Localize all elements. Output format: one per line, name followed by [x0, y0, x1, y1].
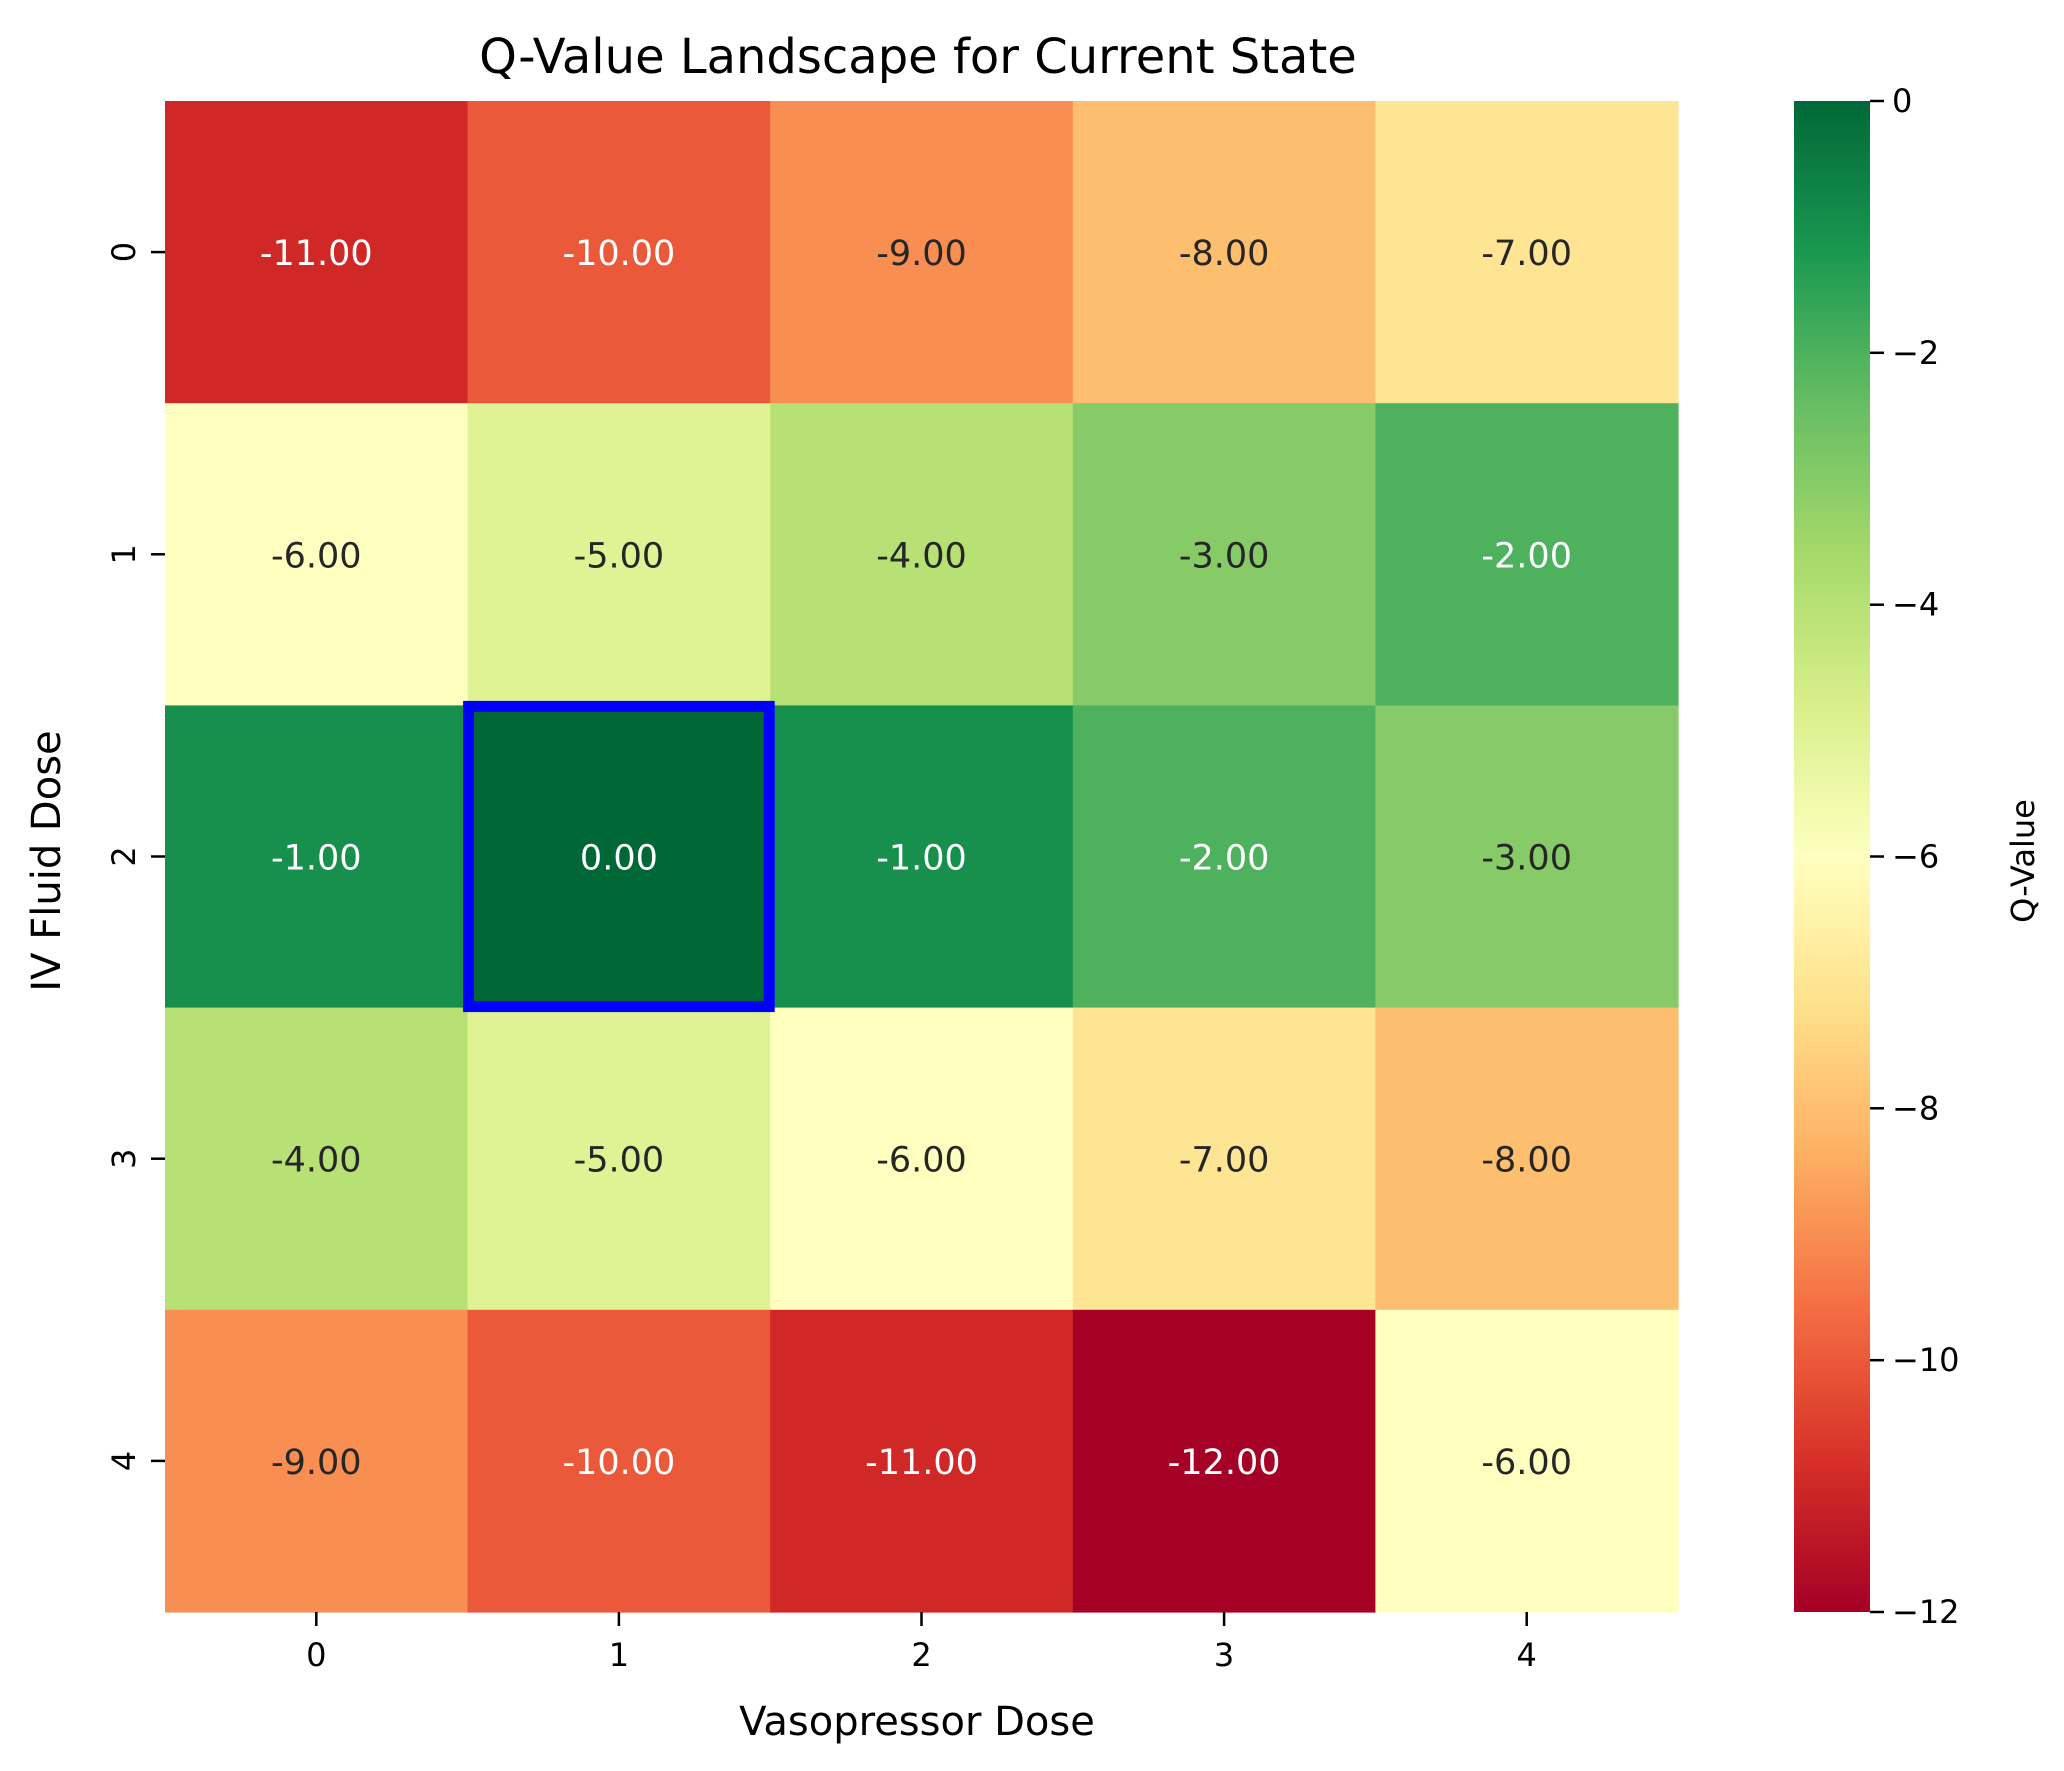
- heatmap-cell-r1-c4: [1375, 403, 1679, 706]
- y-tick-label-3: 3: [105, 1149, 143, 1169]
- x-tick-label-4: 4: [1517, 1636, 1537, 1674]
- colorbar: 0 −2 −4 −6 −8 −10 −12: [1794, 82, 1960, 1631]
- colorbar-tick-label-4: −8: [1892, 1089, 1939, 1127]
- y-tick-label-2: 2: [105, 846, 143, 866]
- chart-title: Q-Value Landscape for Current State: [479, 29, 1357, 85]
- x-axis-label: Vasopressor Dose: [739, 1699, 1095, 1745]
- cell-value-label-r0-c0: -11.00: [260, 234, 373, 274]
- heatmap-cell-r0-c4: [1375, 101, 1679, 404]
- colorbar-tick-label-1: −2: [1892, 334, 1939, 372]
- x-tick-label-1: 1: [609, 1636, 629, 1674]
- heatmap-cell-r1-c0: [165, 403, 469, 706]
- heatmap-cells: [165, 101, 1679, 1613]
- colorbar-tick-label-6: −12: [1892, 1593, 1960, 1631]
- colorbar-gradient: [1794, 101, 1870, 1612]
- x-tick-label-2: 2: [911, 1636, 931, 1674]
- y-tick-label-1: 1: [105, 544, 143, 564]
- cell-value-label-r2-c3: -2.00: [1179, 839, 1270, 879]
- x-tick-label-0: 0: [306, 1636, 326, 1674]
- x-axis: 0 1 2 3 4: [306, 1612, 1537, 1674]
- heatmap-cell-r1-c2: [770, 403, 1074, 706]
- cell-value-label-r1-c2: -4.00: [876, 536, 967, 576]
- x-tick-label-3: 3: [1214, 1636, 1234, 1674]
- y-axis-label: IV Fluid Dose: [24, 730, 70, 991]
- heatmap-cell-r0-c1: [467, 101, 771, 404]
- cell-value-label-r3-c4: -8.00: [1481, 1141, 1572, 1181]
- heatmap-cell-r1-c1: [467, 403, 771, 706]
- cell-value-label-r0-c1: -10.00: [562, 234, 675, 274]
- heatmap-cell-labels: -11.00 -10.00 -9.00 -8.00 -7.00 -6.00 -5.00 -4.…: [260, 234, 1572, 1483]
- y-axis: 0 1 2 3 4: [105, 242, 165, 1471]
- heatmap-cell-r3-c3: [1072, 1007, 1376, 1311]
- cell-value-label-r1-c0: -6.00: [271, 536, 362, 576]
- cell-value-label-r1-c1: -5.00: [574, 536, 665, 576]
- heatmap-cell-r4-c3: [1072, 1309, 1376, 1613]
- heatmap-cell-r2-c2: [770, 705, 1074, 1009]
- colorbar-tick-label-0: 0: [1892, 82, 1912, 120]
- heatmap-cell-r2-c3: [1072, 705, 1376, 1009]
- heatmap-cell-r3-c2: [770, 1007, 1074, 1311]
- cell-value-label-r0-c2: -9.00: [876, 234, 967, 274]
- colorbar-tick-label-3: −6: [1892, 838, 1939, 876]
- heatmap-cell-r2-c0: [165, 705, 469, 1009]
- heatmap-cell-r3-c0: [165, 1007, 469, 1311]
- cell-value-label-r4-c1: -10.00: [562, 1443, 675, 1483]
- optimal-action-highlight: [463, 700, 775, 1013]
- heatmap-cell-r3-c1: [467, 1007, 771, 1311]
- cell-value-label-r3-c2: -6.00: [876, 1141, 967, 1181]
- cell-value-label-r3-c1: -5.00: [574, 1141, 665, 1181]
- heatmap-cell-r0-c2: [770, 101, 1074, 404]
- cell-value-label-r0-c4: -7.00: [1481, 234, 1572, 274]
- cell-value-label-r1-c3: -3.00: [1179, 536, 1270, 576]
- heatmap-cell-r4-c1: [467, 1309, 771, 1613]
- heatmap-cell-r1-c3: [1072, 403, 1376, 706]
- heatmap-cell-r0-c0: [165, 101, 469, 404]
- cell-value-label-r0-c3: -8.00: [1179, 234, 1270, 274]
- cell-value-label-r1-c4: -2.00: [1481, 536, 1572, 576]
- colorbar-tick-label-5: −10: [1892, 1341, 1960, 1379]
- heatmap-cell-r2-c1: [467, 705, 771, 1009]
- highlight-layer: [463, 700, 775, 1013]
- heatmap-cell-r4-c2: [770, 1309, 1074, 1613]
- cell-value-label-r2-c1: 0.00: [580, 839, 658, 879]
- cell-value-label-r2-c2: -1.00: [876, 839, 967, 879]
- cell-value-label-r3-c0: -4.00: [271, 1141, 362, 1181]
- heatmap-cell-r2-c4: [1375, 705, 1679, 1009]
- y-tick-label-0: 0: [105, 242, 143, 262]
- cell-value-label-r4-c4: -6.00: [1481, 1443, 1572, 1483]
- heatmap-cell-r0-c3: [1072, 101, 1376, 404]
- cell-value-label-r4-c3: -12.00: [1168, 1443, 1281, 1483]
- heatmap-cell-r3-c4: [1375, 1007, 1679, 1311]
- cell-value-label-r2-c4: -3.00: [1481, 839, 1572, 879]
- cell-value-label-r3-c3: -7.00: [1179, 1141, 1270, 1181]
- colorbar-tick-label-2: −4: [1892, 586, 1939, 624]
- cell-value-label-r4-c0: -9.00: [271, 1443, 362, 1483]
- y-tick-label-4: 4: [105, 1451, 143, 1471]
- colorbar-label: Q-Value: [2004, 799, 2042, 923]
- heatmap-cell-r4-c4: [1375, 1309, 1679, 1613]
- cell-value-label-r2-c0: -1.00: [271, 839, 362, 879]
- heatmap-cell-r4-c0: [165, 1309, 469, 1613]
- cell-value-label-r4-c2: -11.00: [865, 1443, 978, 1483]
